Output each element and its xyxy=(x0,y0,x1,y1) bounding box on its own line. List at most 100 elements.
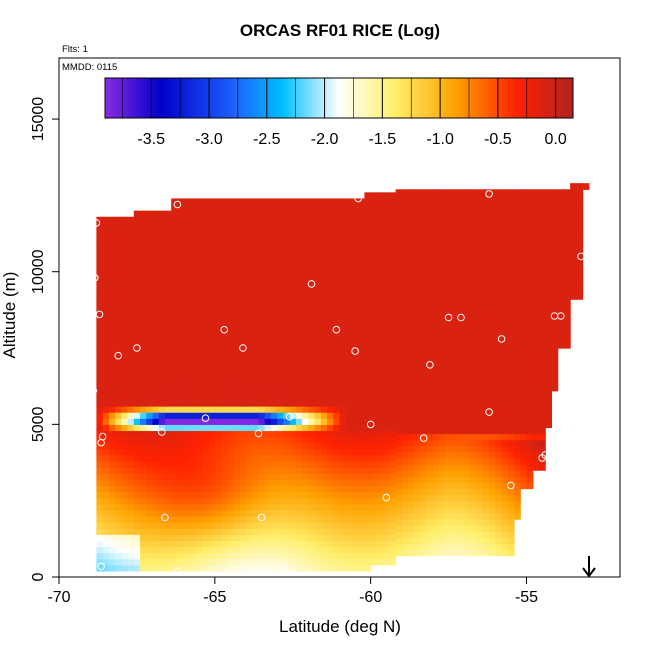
heatmap-cell xyxy=(171,522,179,529)
heatmap-cell xyxy=(221,399,228,407)
heatmap-cell xyxy=(308,406,316,413)
heatmap-cell xyxy=(545,268,553,276)
heatmap-cell xyxy=(551,286,559,294)
heatmap-cell xyxy=(252,326,260,334)
heatmap-cell xyxy=(482,354,490,361)
heatmap-cell xyxy=(127,253,135,261)
heatmap-cell xyxy=(115,460,122,468)
heatmap-cell xyxy=(570,250,577,258)
heatmap-cell xyxy=(489,543,496,551)
heatmap-cell xyxy=(152,406,160,413)
heatmap-cell xyxy=(264,467,272,474)
heatmap-cell xyxy=(507,262,515,270)
heatmap-cell xyxy=(464,238,471,245)
heatmap-cell xyxy=(164,283,172,291)
heatmap-cell xyxy=(96,241,104,248)
heatmap-cell xyxy=(389,467,397,474)
heatmap-cell xyxy=(177,381,185,389)
heatmap-cell xyxy=(520,390,528,398)
heatmap-cell xyxy=(370,540,378,548)
heatmap-cell xyxy=(470,433,478,441)
heatmap-cell xyxy=(507,470,515,477)
heatmap-cell xyxy=(152,283,160,291)
heatmap-cell xyxy=(308,424,316,432)
heatmap-cell xyxy=(345,222,353,230)
heatmap-cell xyxy=(202,198,210,206)
heatmap-cell xyxy=(358,399,366,407)
heatmap-cell xyxy=(401,409,409,416)
heatmap-cell xyxy=(115,454,122,462)
heatmap-cell xyxy=(302,436,309,444)
heatmap-cell xyxy=(426,451,434,459)
heatmap-cell xyxy=(495,366,503,374)
heatmap-cell xyxy=(376,228,384,236)
heatmap-cell xyxy=(320,393,328,401)
heatmap-cell xyxy=(314,314,322,322)
heatmap-cell xyxy=(208,497,216,505)
heatmap-cell xyxy=(408,354,415,361)
heatmap-cell xyxy=(158,375,166,383)
heatmap-cell xyxy=(227,546,235,554)
heatmap-cell xyxy=(189,509,197,517)
heatmap-cell xyxy=(376,509,384,517)
heatmap-cell xyxy=(233,546,241,554)
heatmap-cell xyxy=(570,225,577,233)
heatmap-cell xyxy=(270,485,278,493)
heatmap-cell xyxy=(146,235,154,242)
heatmap-cell xyxy=(140,442,147,450)
heatmap-cell xyxy=(96,320,104,328)
heatmap-cell xyxy=(289,534,297,541)
heatmap-cell xyxy=(258,442,266,450)
sample-point xyxy=(485,408,493,416)
heatmap-cell xyxy=(314,198,322,206)
heatmap-cell xyxy=(401,378,409,386)
heatmap-cell xyxy=(196,430,203,438)
heatmap-cell xyxy=(383,460,390,468)
heatmap-cell xyxy=(464,348,471,355)
heatmap-cell xyxy=(482,262,490,270)
heatmap-cell xyxy=(538,280,546,288)
heatmap-cell xyxy=(520,421,528,429)
heatmap-cell xyxy=(308,430,316,438)
heatmap-cell xyxy=(408,201,415,209)
heatmap-cell xyxy=(526,348,534,355)
heatmap-cell xyxy=(376,460,384,468)
heatmap-cell xyxy=(451,244,459,251)
heatmap-cell xyxy=(495,543,503,551)
heatmap-cell xyxy=(563,195,571,203)
heatmap-cell xyxy=(339,326,347,334)
heatmap-cell xyxy=(426,213,434,221)
heatmap-cell xyxy=(495,256,503,264)
heatmap-cell xyxy=(389,283,397,291)
heatmap-cell xyxy=(451,378,459,386)
heatmap-cell xyxy=(339,375,347,383)
heatmap-cell xyxy=(127,332,135,340)
heatmap-cell xyxy=(127,552,135,560)
heatmap-cell xyxy=(383,253,390,261)
heatmap-cell xyxy=(345,522,353,529)
heatmap-cell xyxy=(358,558,366,566)
heatmap-cell xyxy=(196,302,203,309)
heatmap-cell xyxy=(152,399,160,407)
heatmap-cell xyxy=(258,363,266,370)
heatmap-cell xyxy=(433,427,440,435)
heatmap-cell xyxy=(221,546,228,554)
heatmap-cell xyxy=(526,305,534,312)
heatmap-cell xyxy=(376,467,384,474)
heatmap-cell xyxy=(389,314,397,322)
colorbar-tick-label: -1.5 xyxy=(369,131,397,148)
heatmap-cell xyxy=(189,485,197,493)
heatmap-cell xyxy=(127,290,135,297)
heatmap-cell xyxy=(202,430,210,438)
heatmap-cell xyxy=(221,448,228,456)
heatmap-cell xyxy=(501,213,509,221)
heatmap-cell xyxy=(433,305,440,312)
heatmap-cell xyxy=(233,515,241,523)
heatmap-cell xyxy=(264,338,272,346)
heatmap-cell xyxy=(283,302,291,309)
sample-point xyxy=(566,379,574,387)
heatmap-cell xyxy=(140,436,147,444)
heatmap-cell xyxy=(183,302,191,309)
heatmap-cell xyxy=(214,497,222,505)
heatmap-cell xyxy=(283,290,291,297)
